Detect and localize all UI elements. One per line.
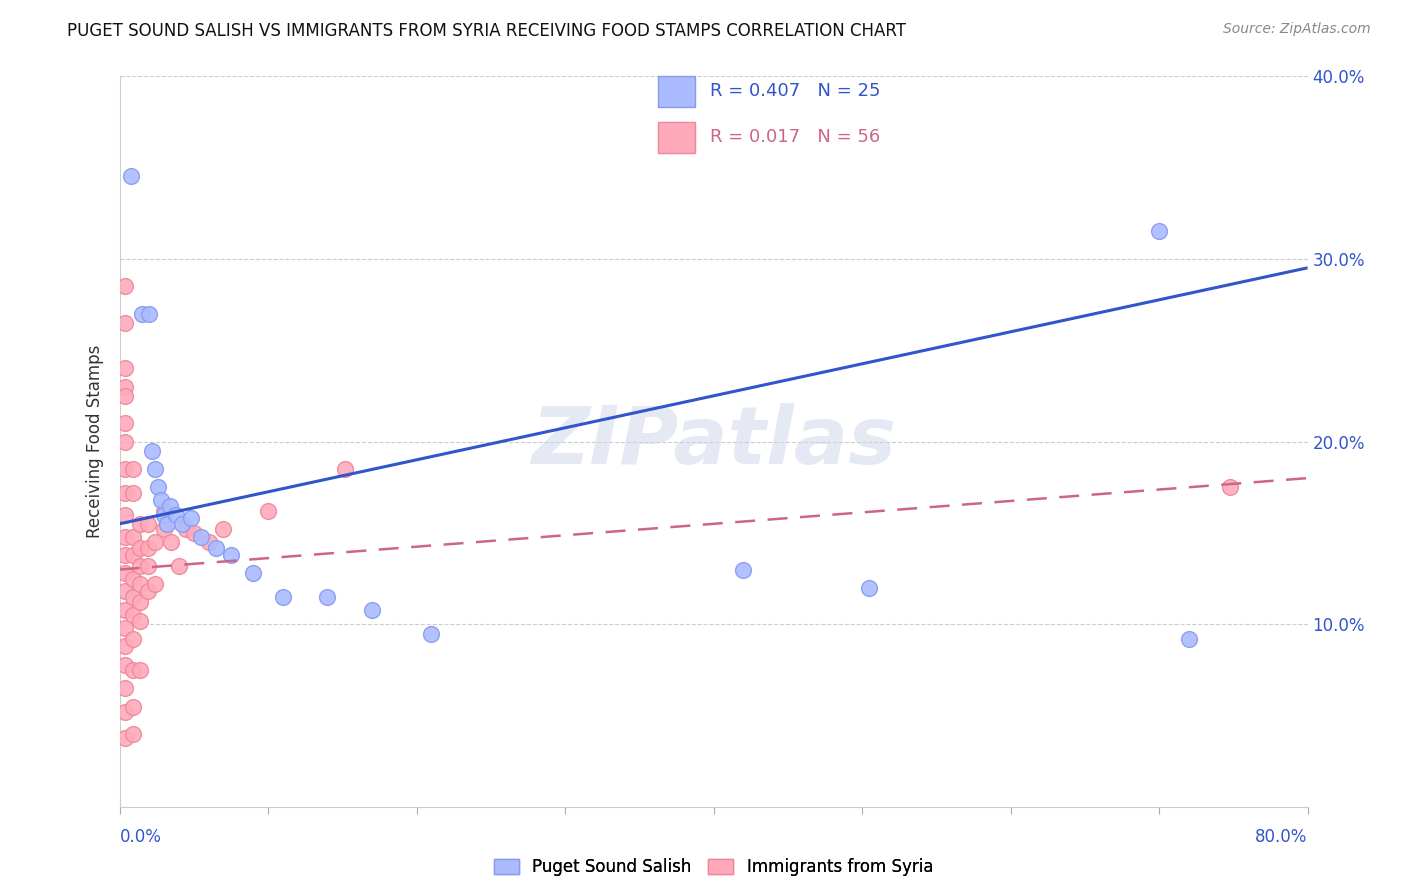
Point xyxy=(120,169,142,184)
Point xyxy=(160,535,183,549)
Point xyxy=(141,443,163,458)
Point xyxy=(114,380,136,394)
Legend: Puget Sound Salish, Immigrants from Syria: Puget Sound Salish, Immigrants from Syri… xyxy=(488,852,939,883)
Point xyxy=(114,603,136,617)
Text: Source: ZipAtlas.com: Source: ZipAtlas.com xyxy=(1223,22,1371,37)
Point xyxy=(136,516,159,531)
Point xyxy=(138,307,160,321)
Point xyxy=(167,558,190,573)
Point xyxy=(212,522,235,536)
Point xyxy=(129,541,152,555)
Point xyxy=(114,316,136,330)
Text: ZIPatlas: ZIPatlas xyxy=(531,402,896,481)
Point xyxy=(122,485,145,500)
Point xyxy=(190,530,212,544)
Point xyxy=(114,485,136,500)
Point xyxy=(361,603,384,617)
Point xyxy=(420,626,443,640)
Point xyxy=(1178,632,1201,646)
Point xyxy=(858,581,880,595)
Point xyxy=(733,563,755,577)
Point xyxy=(114,548,136,562)
Point xyxy=(183,526,205,541)
Point xyxy=(114,361,136,376)
Point xyxy=(153,504,176,518)
Text: PUGET SOUND SALISH VS IMMIGRANTS FROM SYRIA RECEIVING FOOD STAMPS CORRELATION CH: PUGET SOUND SALISH VS IMMIGRANTS FROM SY… xyxy=(67,22,907,40)
Point xyxy=(316,590,339,604)
Point xyxy=(197,535,219,549)
Point xyxy=(122,608,145,623)
Point xyxy=(143,577,166,591)
Point xyxy=(170,516,193,531)
Point xyxy=(114,621,136,635)
Point xyxy=(114,705,136,719)
Point xyxy=(114,731,136,745)
Point xyxy=(257,504,280,518)
Point xyxy=(114,434,136,449)
Point xyxy=(114,640,136,654)
Point xyxy=(114,657,136,672)
Point xyxy=(114,389,136,403)
Point xyxy=(242,566,264,581)
Point xyxy=(122,530,145,544)
Bar xyxy=(658,122,695,153)
Point xyxy=(131,307,153,321)
Point xyxy=(165,508,187,522)
Point xyxy=(114,462,136,476)
Point xyxy=(1147,224,1170,238)
Point xyxy=(153,522,176,536)
Point xyxy=(129,595,152,609)
Point xyxy=(122,548,145,562)
Point xyxy=(1219,480,1241,494)
Point xyxy=(122,572,145,586)
Point xyxy=(122,727,145,741)
Point xyxy=(122,632,145,646)
Text: R = 0.017   N = 56: R = 0.017 N = 56 xyxy=(710,128,880,146)
Point xyxy=(129,516,152,531)
Point xyxy=(159,499,181,513)
Point xyxy=(114,416,136,431)
Point xyxy=(271,590,294,604)
Point xyxy=(122,663,145,677)
Point xyxy=(129,558,152,573)
Point xyxy=(143,535,166,549)
Point xyxy=(129,614,152,628)
Point xyxy=(114,566,136,581)
Point xyxy=(122,462,145,476)
Point xyxy=(114,508,136,522)
Point xyxy=(205,541,228,555)
Point xyxy=(153,508,176,522)
Point xyxy=(114,681,136,696)
Point xyxy=(219,548,242,562)
Text: R = 0.407   N = 25: R = 0.407 N = 25 xyxy=(710,82,880,100)
Y-axis label: Receiving Food Stamps: Receiving Food Stamps xyxy=(86,345,104,538)
Point xyxy=(176,522,198,536)
Point xyxy=(122,699,145,714)
Point xyxy=(114,530,136,544)
Point xyxy=(122,590,145,604)
Text: 0.0%: 0.0% xyxy=(120,828,162,846)
Point xyxy=(136,584,159,599)
Point xyxy=(129,577,152,591)
Bar xyxy=(658,76,695,106)
Text: 80.0%: 80.0% xyxy=(1256,828,1308,846)
Point xyxy=(136,541,159,555)
Point xyxy=(114,279,136,293)
Point xyxy=(143,462,166,476)
Point xyxy=(146,480,169,494)
Point xyxy=(129,663,152,677)
Point xyxy=(180,511,202,525)
Point xyxy=(136,558,159,573)
Point xyxy=(335,462,357,476)
Point xyxy=(150,493,173,508)
Point xyxy=(114,584,136,599)
Point xyxy=(156,516,179,531)
